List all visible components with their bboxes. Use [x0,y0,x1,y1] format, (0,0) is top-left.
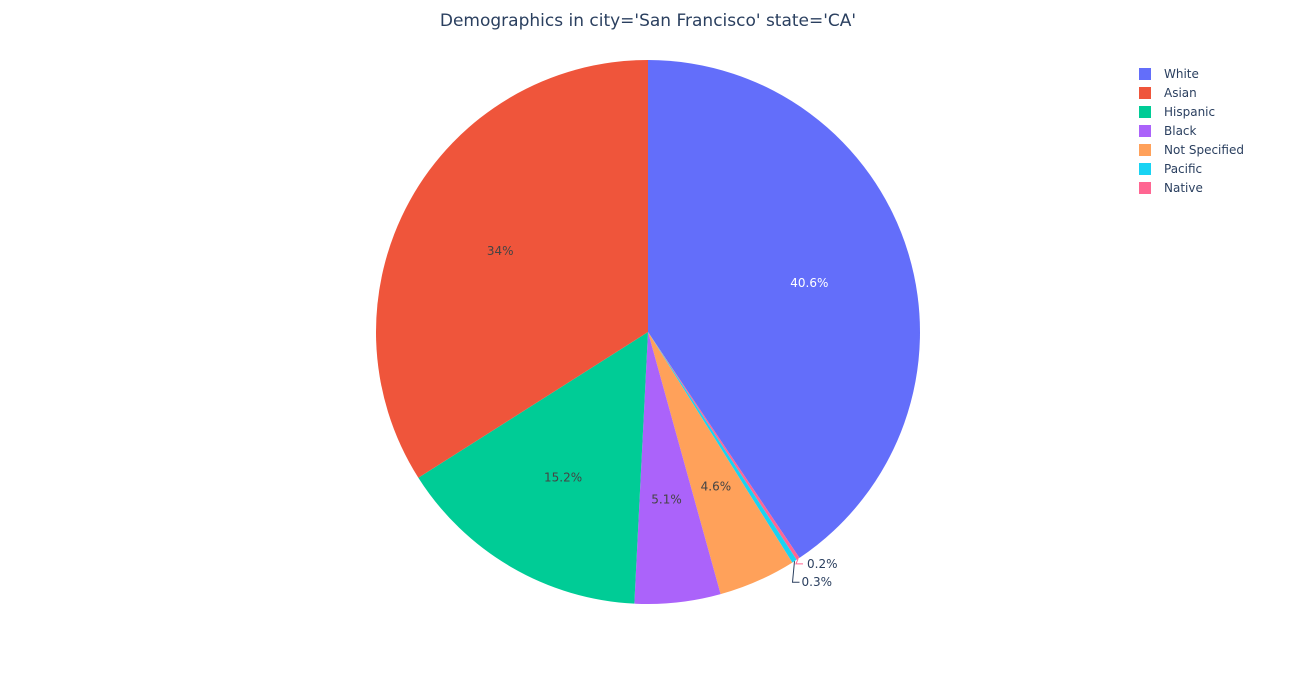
pie-label-hispanic: 15.2% [544,471,582,485]
pie-label-native: 0.2% [807,557,838,571]
pie-label-not-specified: 4.6% [701,479,732,493]
legend-item-white[interactable]: White [1139,67,1199,81]
chart-title: Demographics in city='San Francisco' sta… [440,11,856,31]
pie-slice-white[interactable] [648,60,920,558]
legend-swatch-asian [1139,87,1151,99]
legend-item-black[interactable]: Black [1139,124,1197,138]
pie-slice-pacific[interactable] [648,332,797,563]
legend-label-black: Black [1164,124,1197,138]
pie-label-white: 40.6% [790,276,828,290]
legend-item-hispanic[interactable]: Hispanic [1139,105,1215,119]
pie-label-pacific: 0.3% [802,575,833,589]
pie-slice-hispanic[interactable] [418,332,648,604]
legend-label-not-specified: Not Specified [1164,143,1244,157]
pie-label-black: 5.1% [651,493,682,507]
legend-swatch-hispanic [1139,106,1151,118]
legend: White Asian Hispanic Black Not Specified Paci… [1139,67,1244,195]
pie-slices [376,60,920,605]
legend-item-pacific[interactable]: Pacific [1139,162,1202,176]
legend-item-native[interactable]: Native [1139,181,1203,195]
pie-labels: 40.6% 0.2% 0.3% 4.6% 5.1% 15.2% 34% [487,244,838,589]
legend-label-asian: Asian [1164,86,1197,100]
legend-label-pacific: Pacific [1164,162,1202,176]
legend-swatch-pacific [1139,163,1151,175]
legend-label-native: Native [1164,181,1203,195]
legend-item-asian[interactable]: Asian [1139,86,1197,100]
legend-swatch-white [1139,68,1151,80]
legend-swatch-black [1139,125,1151,137]
legend-label-white: White [1164,67,1199,81]
pie-slice-black[interactable] [634,332,721,605]
legend-swatch-not-specified [1139,144,1151,156]
legend-item-not-specified[interactable]: Not Specified [1139,143,1244,157]
pie-label-asian: 34% [487,244,514,258]
pie-slice-asian[interactable] [376,60,648,478]
pie-slice-not-specified[interactable] [648,332,793,595]
pie-slice-native[interactable] [648,332,800,560]
legend-swatch-native [1139,182,1151,194]
legend-label-hispanic: Hispanic [1164,105,1215,119]
pie-label-connector-pacific [791,561,800,583]
pie-label-connector-native [795,558,803,565]
